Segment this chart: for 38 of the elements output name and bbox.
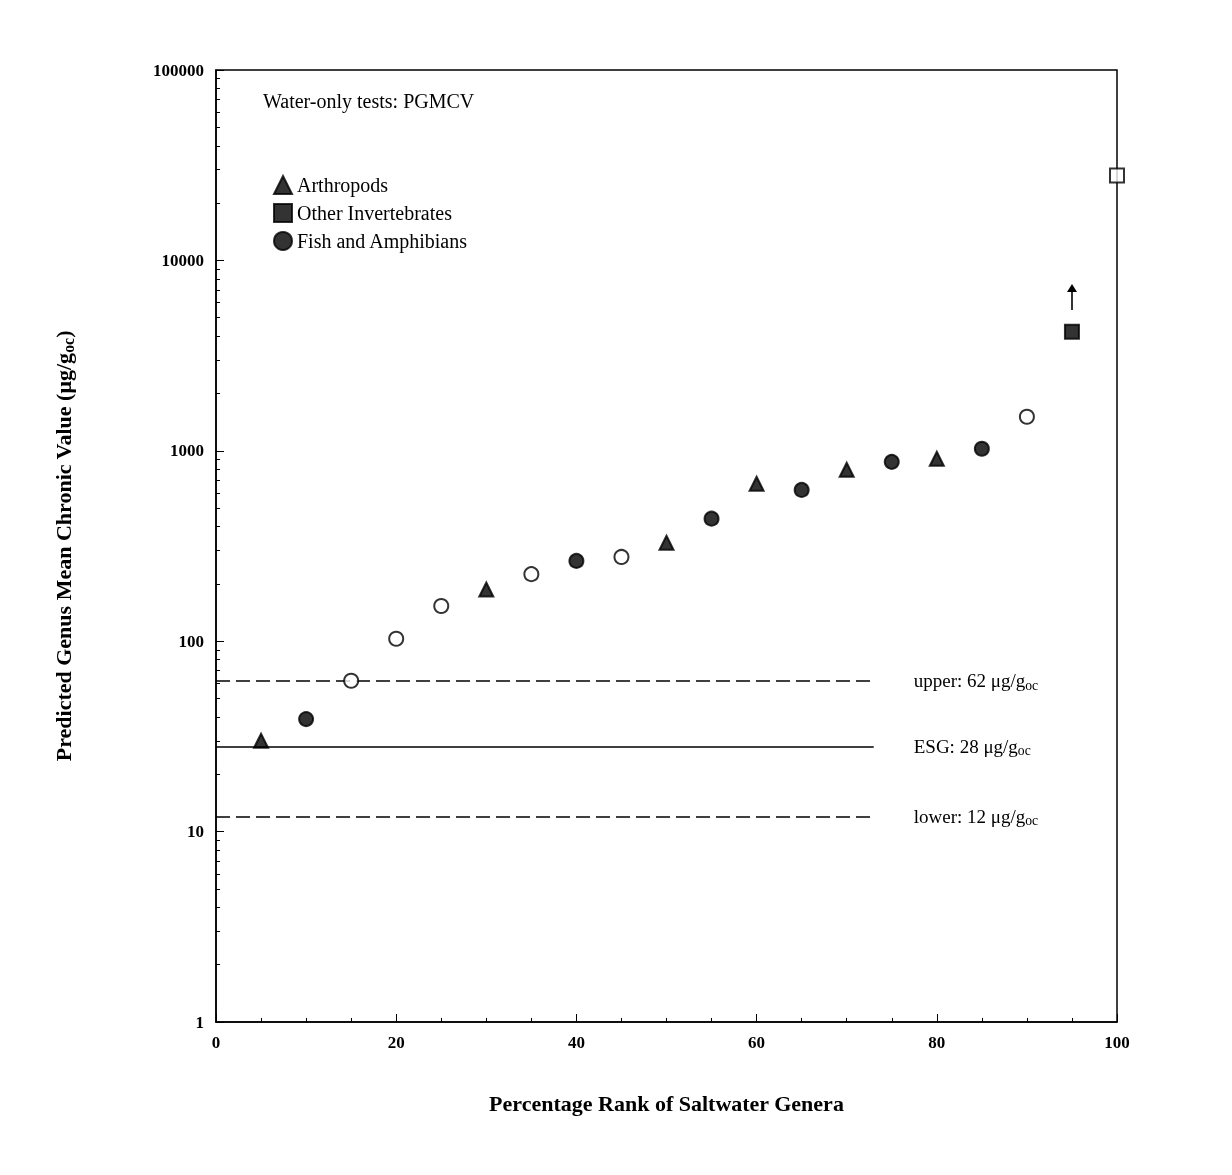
point: [973, 440, 990, 457]
point: [748, 475, 765, 492]
x-tick-label: 0: [211, 1033, 221, 1052]
x-tick-label: 100: [1104, 1033, 1130, 1052]
y-axis-title: Predicted Genus Mean Chronic Value (μg/goc): [50, 330, 77, 762]
legend-label: Arthropods: [297, 174, 389, 197]
point: [658, 534, 675, 551]
x-axis-title: Percentage Rank of Saltwater Genera: [489, 1090, 844, 1116]
point: [388, 630, 405, 647]
point: [1018, 408, 1035, 425]
y-tick-label: 1000: [170, 441, 204, 461]
point: [703, 510, 720, 527]
point: [343, 672, 360, 689]
y-tick-label: 10: [187, 822, 204, 842]
point: [838, 461, 855, 478]
point: [793, 481, 810, 498]
x-tick-label: 60: [748, 1033, 766, 1052]
legend-title: Water-only tests: PGMCV: [263, 90, 475, 113]
y-tick-label: 10000: [161, 250, 204, 270]
point: [1109, 167, 1125, 184]
y-tick-label: 100000: [153, 60, 204, 80]
x-tick-label: 40: [567, 1033, 585, 1052]
x-tick-label: 80: [928, 1033, 946, 1052]
point: [253, 732, 270, 749]
point: [478, 581, 495, 598]
point: [613, 548, 630, 565]
x-tick-label: 20: [387, 1033, 405, 1052]
point: [928, 450, 945, 467]
point: [568, 552, 585, 569]
point: [1063, 323, 1080, 340]
point: [433, 598, 450, 615]
legend-label: Fish and Amphibians: [297, 230, 468, 253]
point: [298, 711, 315, 728]
point: [883, 453, 900, 470]
y-tick-label: 1: [195, 1012, 204, 1032]
legend-label: Other Invertebrates: [297, 202, 453, 224]
y-tick-label: 100: [178, 631, 204, 651]
point: [523, 566, 540, 583]
